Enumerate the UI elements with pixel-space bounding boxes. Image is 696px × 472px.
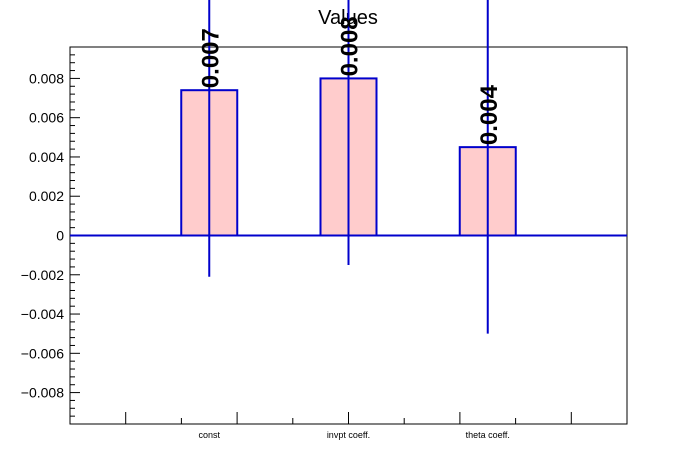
y-tick-label: 0.006 <box>29 110 64 126</box>
y-tick-label: 0 <box>56 228 64 244</box>
y-tick-label: −0.004 <box>21 306 64 322</box>
y-tick-label: −0.006 <box>21 345 64 361</box>
data-label: 0.008 <box>337 16 364 76</box>
axes-group: −0.008 −0.006 −0.004 −0.002 0 0.002 0.004 0.006… <box>21 46 628 425</box>
data-label: 0.004 <box>476 84 503 145</box>
x-category-label: theta coeff. <box>466 430 510 440</box>
data-label: 0.007 <box>197 28 224 88</box>
y-tick-label: 0.008 <box>29 70 64 86</box>
y-tick-label: 0.004 <box>29 149 64 165</box>
x-category-label: invpt coeff. <box>327 430 370 440</box>
bars-group <box>180 0 517 334</box>
y-tick-label: −0.008 <box>21 385 64 401</box>
labels-group: 0.007 const 0.008 invpt coeff. 0.004 theta co… <box>197 16 510 440</box>
x-category-label: const <box>198 430 220 440</box>
y-tick-label: 0.002 <box>29 188 64 204</box>
y-tick-label: −0.002 <box>21 267 64 283</box>
